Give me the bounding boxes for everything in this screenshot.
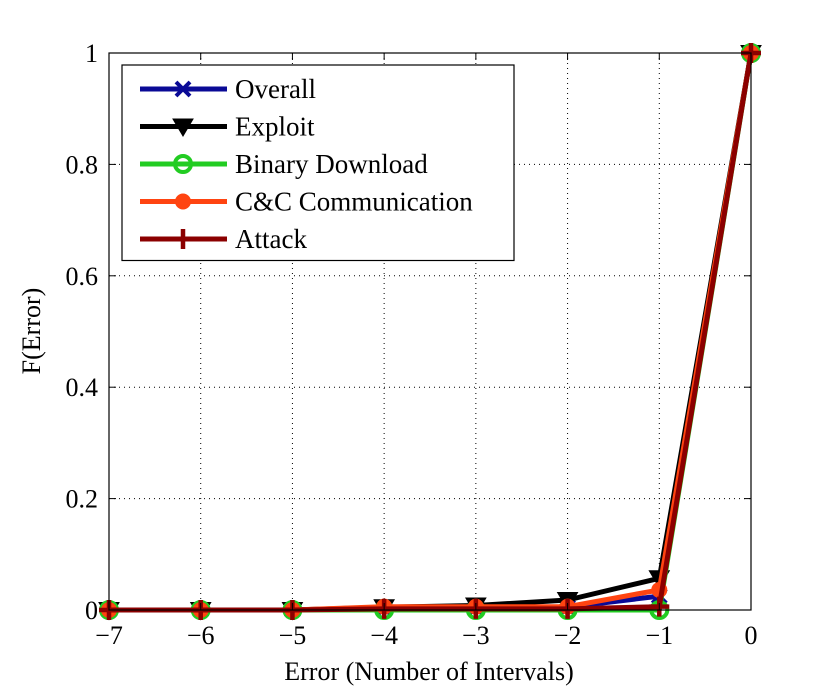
data-point	[173, 154, 193, 174]
y-tick-label: 0.4	[66, 373, 99, 402]
legend-item: Overall	[140, 74, 316, 104]
data-point	[174, 80, 192, 98]
x-axis-label: Error (Number of Intervals)	[284, 657, 574, 686]
x-tick-label: −2	[554, 621, 582, 650]
legend: Overall Exploit Binary Download C&C Communi…	[121, 64, 515, 262]
legend-item: C&C Communication	[140, 187, 473, 217]
axis-ticks: −7 −6 −5 −4 −3 −2 −1 0 0 0.2 0.4 0.6 0.8 1	[66, 39, 758, 650]
y-tick-label: 0	[85, 596, 98, 625]
plot-frame	[108, 52, 752, 611]
grid	[109, 53, 751, 610]
legend-label: Attack	[235, 224, 307, 254]
y-tick-label: 0.2	[66, 485, 99, 514]
legend-item: Exploit	[140, 112, 315, 142]
legend-label: Binary Download	[235, 149, 428, 179]
y-tick-label: 1	[85, 39, 98, 68]
x-tick-label: −4	[370, 621, 398, 650]
x-tick-label: 0	[745, 621, 758, 650]
x-tick-label: −6	[187, 621, 215, 650]
x-tick-label: −1	[645, 621, 673, 650]
y-axis-label: F(Error)	[17, 288, 46, 375]
x-tick-label: −5	[279, 621, 307, 650]
legend-label: Exploit	[235, 112, 315, 142]
legend-label: C&C Communication	[235, 187, 473, 217]
x-tick-label: −3	[462, 621, 490, 650]
x-tick-label: −7	[95, 621, 123, 650]
data-point	[172, 118, 194, 137]
y-tick-label: 0.8	[66, 150, 99, 179]
legend-item: Binary Download	[140, 149, 428, 179]
y-tick-label: 0.6	[66, 262, 99, 291]
data-point	[173, 229, 193, 249]
legend-label: Overall	[235, 74, 316, 104]
data-point	[175, 193, 191, 210]
legend-item: Attack	[140, 224, 307, 254]
